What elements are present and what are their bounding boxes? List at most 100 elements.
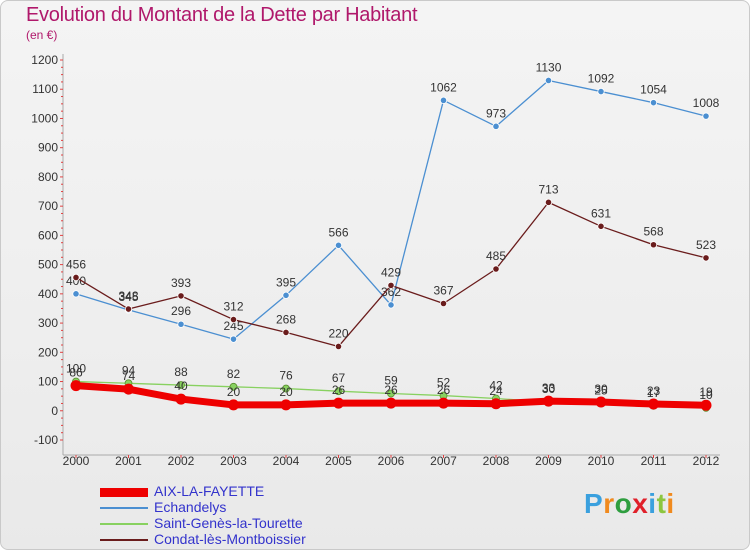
proxiti-logo: Proxiti (584, 488, 675, 520)
point-echandelys (492, 122, 500, 130)
legend-label-condat: Condat-lès-Montboissier (154, 531, 306, 547)
plot-area: 4003452962453955663621062973113010921054… (66, 60, 720, 412)
point-condat (649, 241, 658, 249)
data-label-echandelys: 566 (328, 225, 348, 239)
point-condat (282, 328, 290, 337)
logo-letter: i (648, 488, 657, 519)
data-label-condat: 456 (66, 257, 86, 271)
point-aix (648, 398, 659, 410)
data-label-saint-genes: 82 (227, 367, 241, 381)
data-label-echandelys: 1062 (430, 80, 457, 94)
data-label-aix: 23 (647, 384, 661, 398)
point-echandelys (282, 291, 290, 299)
data-label-condat: 220 (328, 326, 348, 340)
data-label-echandelys: 245 (223, 319, 243, 333)
data-label-aix: 26 (437, 383, 451, 397)
x-tick-label: 2002 (168, 454, 195, 468)
point-echandelys (439, 96, 448, 104)
x-tick-label: 2007 (430, 454, 457, 468)
x-tick-label: 2011 (641, 454, 667, 468)
legend-swatch-aix (100, 488, 148, 497)
point-condat (439, 299, 448, 308)
y-tick-label: 0 (51, 404, 58, 418)
point-saint-genes (282, 384, 290, 393)
data-label-saint-genes: 100 (66, 362, 86, 376)
y-tick-label: 400 (38, 287, 58, 301)
data-label-condat: 429 (381, 265, 401, 279)
point-aix (490, 398, 502, 410)
point-echandelys (334, 241, 343, 249)
data-label-aix: 20 (227, 385, 241, 399)
y-tick-label: 1100 (32, 82, 58, 96)
series-line-echandelys (75, 79, 707, 340)
data-label-condat: 568 (643, 225, 663, 239)
data-label-condat: 523 (696, 238, 716, 252)
point-aix (543, 395, 554, 407)
point-aix (385, 397, 397, 409)
point-aix (438, 397, 449, 409)
data-label-aix: 19 (699, 385, 713, 399)
y-tick-label: 800 (38, 170, 58, 184)
y-tick-label: 300 (38, 316, 58, 330)
data-label-echandelys: 395 (276, 275, 296, 289)
point-condat (177, 292, 185, 300)
data-label-condat: 312 (223, 300, 243, 314)
x-tick-label: 2000 (63, 454, 90, 468)
point-condat (597, 222, 605, 230)
legend-label-aix: AIX-LA-FAYETTE (154, 483, 265, 499)
point-echandelys (649, 99, 658, 107)
logo-letter: t (656, 488, 667, 519)
data-label-saint-genes: 42 (489, 378, 503, 392)
data-label-saint-genes: 88 (174, 365, 188, 379)
data-label-condat: 268 (276, 312, 296, 326)
data-label-aix: 33 (542, 381, 556, 395)
legend-label-saint-genes: Saint-Genès-la-Tourette (154, 515, 303, 531)
point-condat (334, 342, 343, 351)
x-tick-label: 2001 (115, 454, 142, 468)
data-label-echandelys: 1008 (693, 96, 720, 110)
x-tick-label: 2005 (325, 454, 352, 468)
y-tick-label: -100 (34, 433, 58, 447)
data-label-aix: 40 (174, 379, 188, 393)
x-tick-label: 2006 (378, 454, 405, 468)
data-label-condat: 393 (171, 276, 191, 290)
axes: -100 0 100 200 300 400 500 600 700 800 900 1000 1100… (31, 53, 720, 468)
logo-letter: i (666, 488, 675, 519)
data-label-echandelys: 973 (486, 106, 506, 120)
x-tick-label: 2003 (220, 454, 247, 468)
data-label-condat: 485 (486, 249, 506, 263)
point-aix (70, 380, 82, 392)
data-label-condat: 348 (118, 289, 138, 303)
point-saint-genes (177, 381, 185, 389)
chart-title: Evolution du Montant de la Dette par Hab… (26, 4, 418, 26)
data-label-echandelys: 1092 (588, 72, 615, 86)
data-label-echandelys: 1054 (640, 83, 667, 97)
logo-letter: x (632, 488, 649, 519)
data-label-condat: 367 (433, 283, 453, 297)
data-label-saint-genes: 67 (332, 371, 346, 385)
data-label-echandelys: 1130 (536, 60, 562, 74)
data-label-aix: 26 (384, 383, 398, 397)
logo-letter: r (603, 488, 615, 519)
point-echandelys (387, 301, 395, 309)
data-label-saint-genes: 94 (122, 363, 136, 377)
x-tick-label: 2010 (588, 454, 615, 468)
data-label-saint-genes: 52 (437, 376, 451, 390)
data-label-aix: 26 (332, 383, 346, 397)
point-condat (387, 281, 395, 289)
data-label-aix: 24 (489, 384, 503, 398)
data-label-saint-genes: 59 (384, 374, 398, 388)
point-aix (333, 397, 344, 409)
data-label-echandelys: 345 (118, 290, 138, 304)
y-tick-label: 1200 (31, 53, 58, 67)
data-label-aix: 74 (122, 369, 136, 383)
data-label-saint-genes: 25 (594, 383, 608, 397)
point-condat (72, 273, 80, 282)
y-tick-label: 900 (38, 141, 58, 155)
data-label-saint-genes: 76 (279, 369, 293, 383)
point-condat (124, 305, 133, 313)
point-echandelys (597, 87, 605, 96)
data-label-aix: 20 (279, 385, 293, 399)
logo-letter: o (614, 488, 633, 519)
